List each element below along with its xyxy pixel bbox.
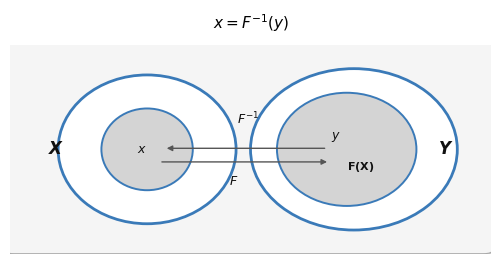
Text: X: X	[49, 140, 62, 158]
FancyBboxPatch shape	[4, 43, 493, 254]
Text: $\mathbf{F(X)}$: $\mathbf{F(X)}$	[347, 160, 374, 174]
Text: Y: Y	[439, 140, 451, 158]
Text: x: x	[137, 143, 144, 156]
Ellipse shape	[277, 93, 416, 206]
Text: $F^{-1}$: $F^{-1}$	[237, 111, 259, 127]
Ellipse shape	[250, 69, 457, 230]
Text: y: y	[331, 129, 338, 142]
Text: $x = F^{-1}(y)$: $x = F^{-1}(y)$	[212, 13, 289, 34]
Ellipse shape	[58, 75, 236, 224]
FancyBboxPatch shape	[6, 45, 495, 257]
Ellipse shape	[101, 108, 193, 190]
Text: $F$: $F$	[229, 175, 238, 188]
